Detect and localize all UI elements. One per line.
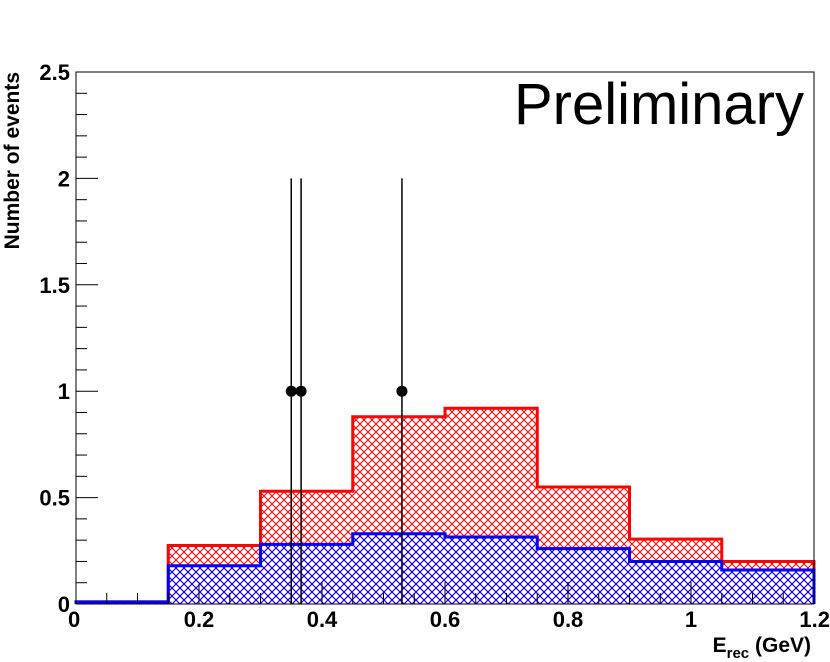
x-axis-title-subscript: rec (727, 645, 750, 662)
y-tick-label: 0.5 (39, 486, 70, 511)
x-tick-label: 1 (685, 607, 697, 632)
x-tick-label: 1.2 (799, 607, 830, 632)
x-tick-label: 0.4 (307, 607, 338, 632)
x-axis-title-unit: (GeV) (749, 634, 811, 657)
data-points-layer (285, 178, 408, 604)
hist-bar-blue (537, 548, 630, 604)
x-tick-label: 0.2 (184, 607, 215, 632)
hist-bar-blue (168, 565, 261, 604)
y-tick-label: 1.5 (39, 273, 70, 298)
x-axis-title: Erec (GeV) (713, 634, 811, 662)
hist-bar-blue (445, 536, 538, 604)
y-axis-title: Number of events (1, 72, 24, 249)
x-tick-label: 0.6 (430, 607, 461, 632)
y-tick-label: 2 (58, 166, 70, 191)
data-point (396, 385, 408, 397)
y-tick-label: 2.5 (39, 60, 70, 85)
data-point (295, 385, 307, 397)
axis-ticks (75, 71, 815, 605)
hist-outline-blue (74, 532, 816, 604)
data-point (285, 385, 297, 397)
y-tick-label: 1 (58, 379, 70, 404)
preliminary-annotation: Preliminary (514, 72, 804, 137)
x-axis-title-main: E (713, 634, 727, 657)
hist-bar-blue (260, 544, 353, 604)
hist-bar-blue (352, 533, 445, 604)
y-tick-label: 0 (58, 592, 70, 617)
x-tick-label: 0 (68, 607, 80, 632)
x-tick-label: 0.8 (553, 607, 584, 632)
hist-bar-blue (629, 561, 722, 604)
hist-outline-red (74, 406, 816, 604)
tick-labels: 0 0.2 0.4 0.6 0.8 1 1.2 0 0.5 1 1.5 2 2.5 (39, 60, 830, 632)
histogram-layer (74, 406, 816, 604)
hist-bar-blue (721, 569, 814, 604)
